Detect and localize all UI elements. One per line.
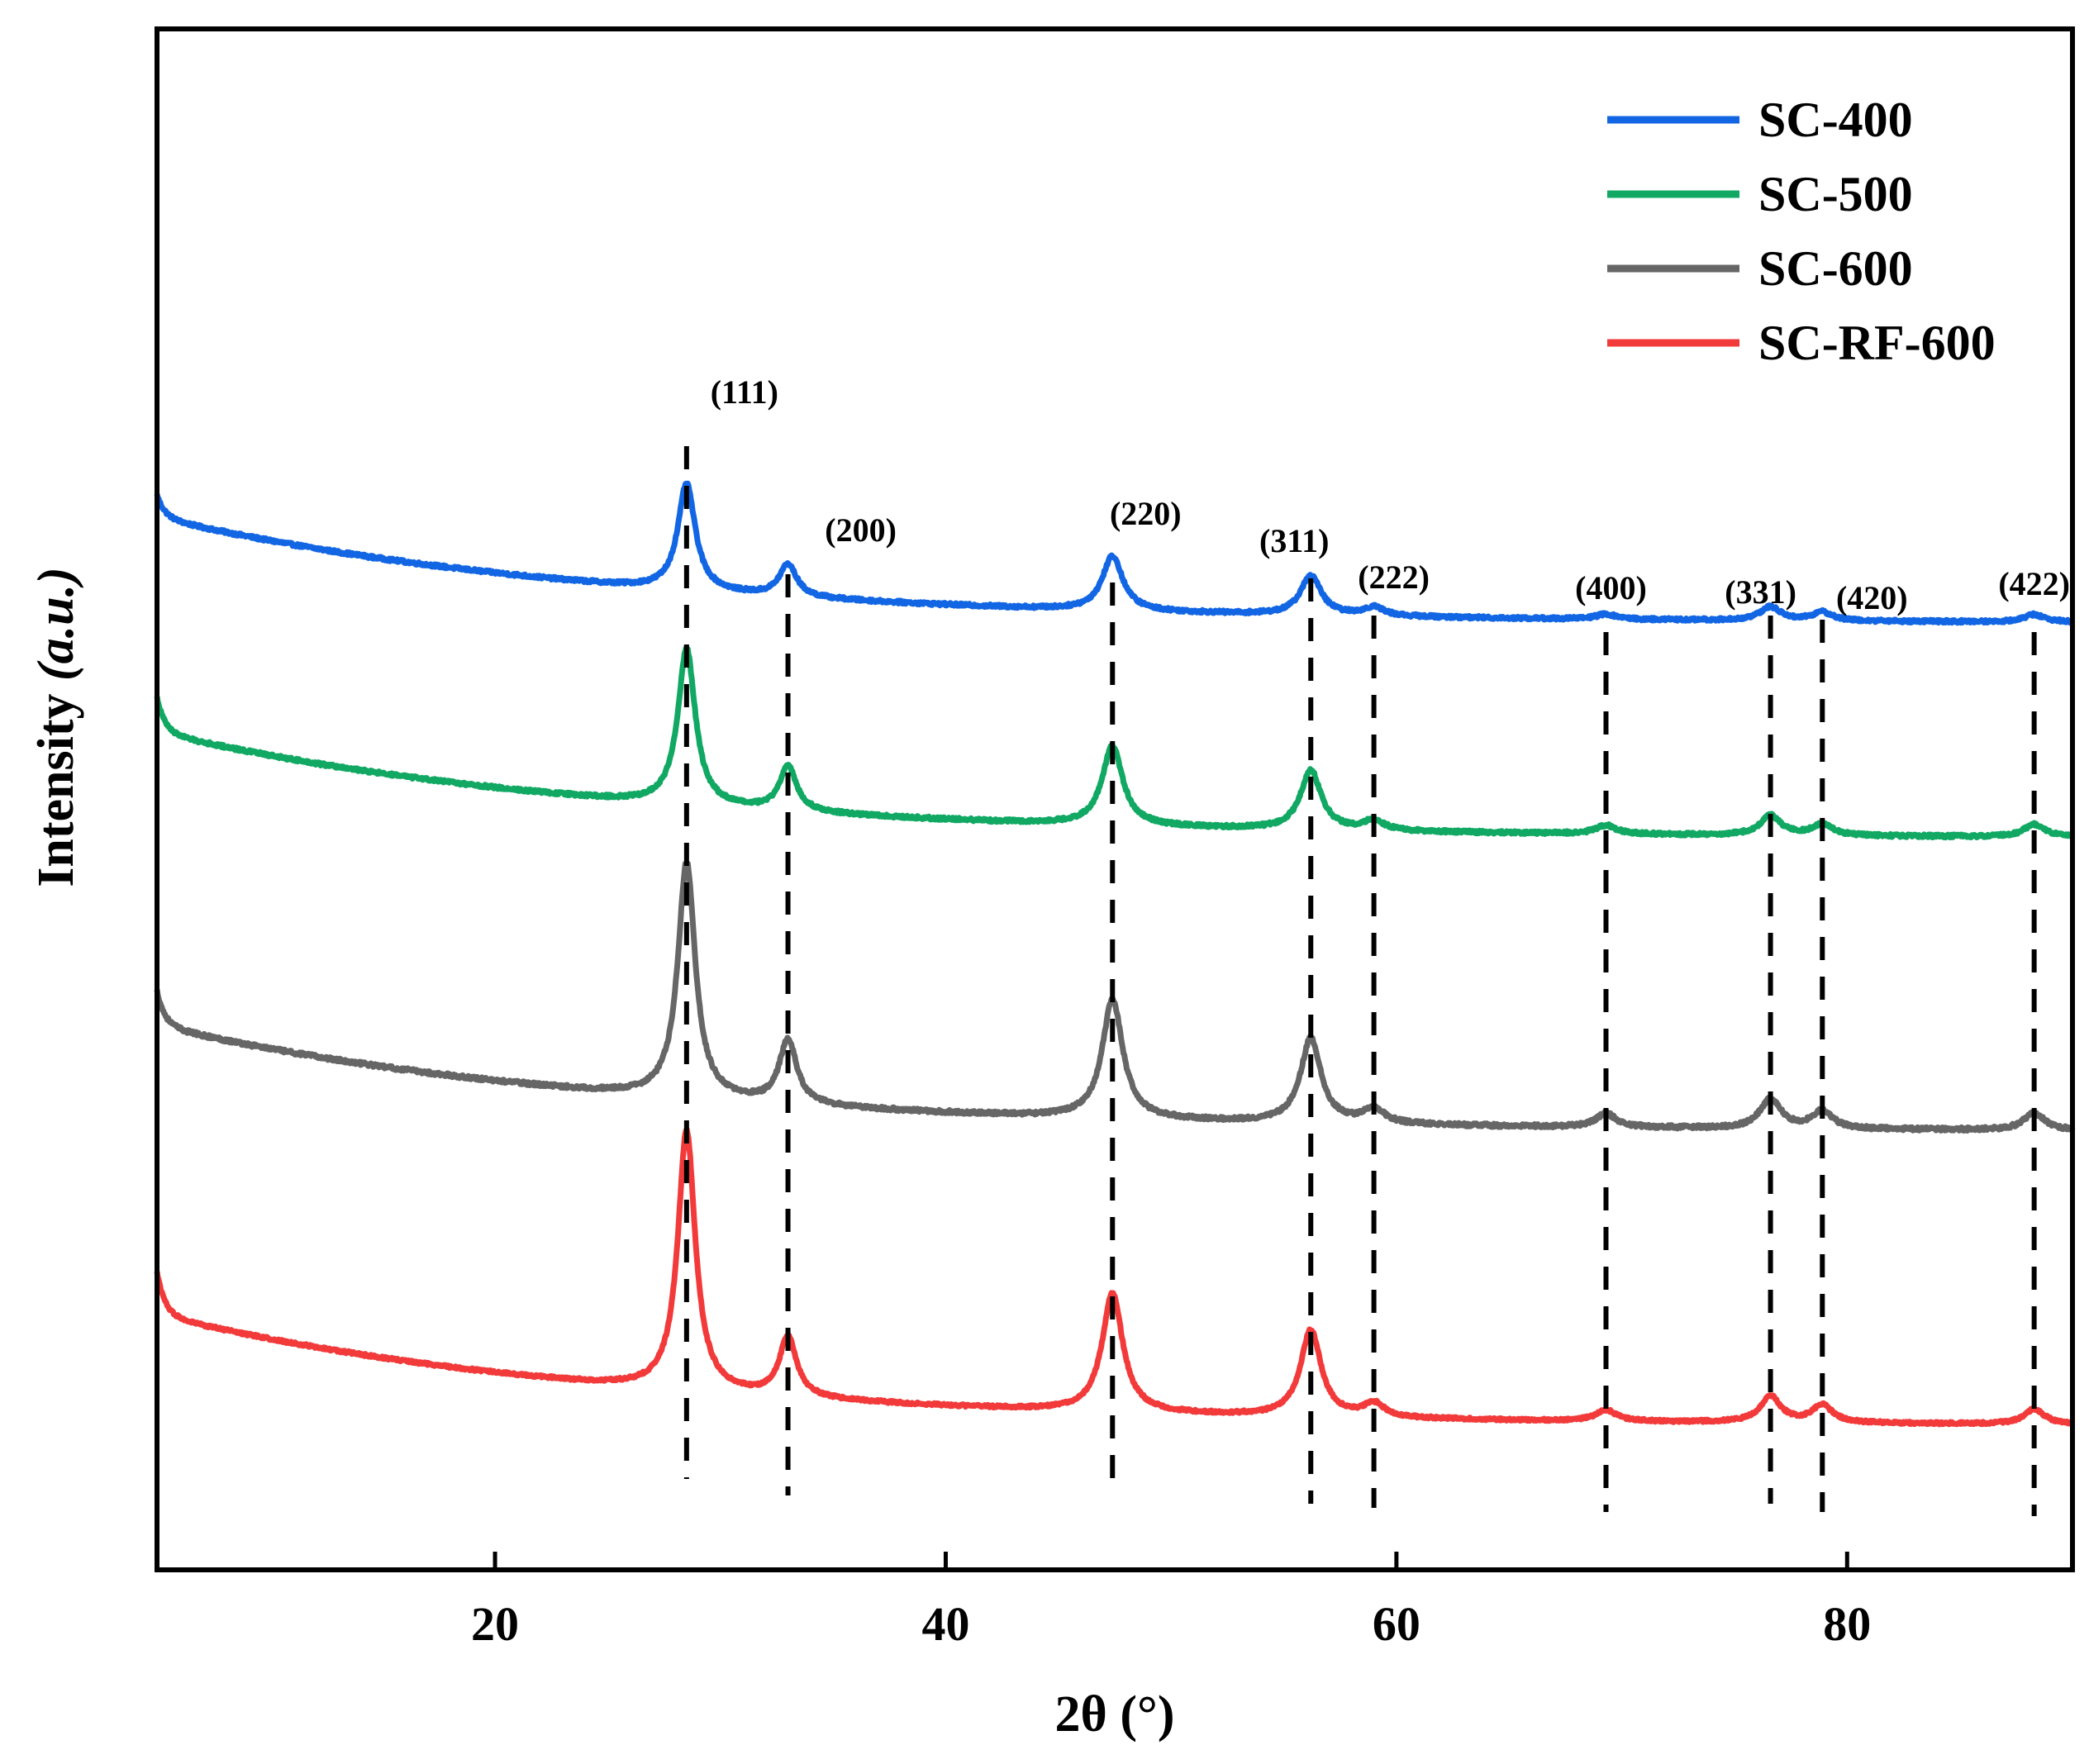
- y-axis-title-main: Intensity: [28, 694, 84, 887]
- x-tick-label: 40: [921, 1597, 969, 1651]
- plane-label: (422): [1998, 565, 2070, 602]
- x-axis-ticks: 20 40 60 80: [471, 1552, 1871, 1651]
- y-axis-title: Intensity (a.u.): [28, 567, 84, 887]
- plane-label: (400): [1575, 569, 1647, 606]
- plane-label: (220): [1110, 495, 1182, 532]
- plot-frame: [155, 26, 2075, 1572]
- plane-label: (331): [1725, 573, 1796, 611]
- plane-label: (311): [1259, 522, 1329, 559]
- x-tick-label: 80: [1823, 1597, 1871, 1651]
- series-line-sc-400: [154, 480, 2075, 626]
- plane-label: (200): [825, 511, 897, 549]
- legend-label: SC-600: [1758, 241, 1913, 296]
- legend-label: SC-500: [1758, 167, 1913, 221]
- legend-label: SC-400: [1758, 93, 1913, 147]
- x-axis-title: 2θ (°): [1055, 1686, 1175, 1743]
- plane-label: (111): [711, 373, 778, 411]
- legend: SC-400 SC-500 SC-600 SC-RF-600: [1607, 93, 1996, 370]
- plane-label: (420): [1836, 579, 1908, 616]
- legend-label: SC-RF-600: [1758, 316, 1996, 370]
- y-axis-title-unit: (a.u.): [28, 567, 84, 681]
- plane-label: (222): [1358, 559, 1430, 596]
- series-line-sc-rf-600: [154, 1126, 2075, 1428]
- plane-labels: (111) (200) (220) (311) (222) (400) (331) (420)…: [711, 373, 2070, 616]
- reference-lines: [683, 446, 2037, 1516]
- x-tick-label: 20: [471, 1597, 519, 1651]
- series-line-sc-600: [154, 860, 2076, 1134]
- x-tick-label: 60: [1373, 1597, 1420, 1651]
